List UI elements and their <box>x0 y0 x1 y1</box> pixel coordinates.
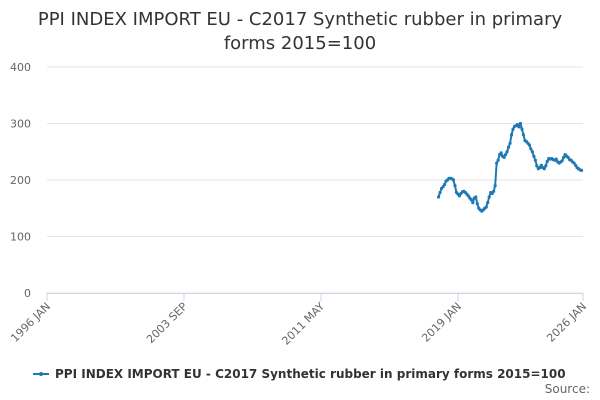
point <box>495 161 499 165</box>
point <box>572 161 576 165</box>
point <box>505 150 509 154</box>
point <box>554 157 558 161</box>
point <box>545 159 549 163</box>
y-tick-label: 300 <box>10 118 31 131</box>
y-tick-label: 400 <box>10 61 31 74</box>
point <box>520 127 524 131</box>
point <box>560 159 564 163</box>
point <box>474 195 478 199</box>
point <box>530 150 534 154</box>
point <box>438 190 442 195</box>
legend-marker <box>39 372 43 376</box>
x-tick-label: 2026 JAN <box>544 300 589 345</box>
point <box>471 201 475 205</box>
point <box>436 195 441 199</box>
point <box>509 133 514 137</box>
legend-label: PPI INDEX IMPORT EU - C2017 Synthetic ru… <box>55 367 566 381</box>
point <box>487 195 491 199</box>
point <box>441 185 445 189</box>
point <box>527 143 532 147</box>
y-tick-label: 100 <box>10 231 31 244</box>
point <box>503 152 508 157</box>
y-tick-label: 200 <box>10 174 31 187</box>
point <box>539 163 543 167</box>
y-tick-label: 0 <box>24 287 31 300</box>
point <box>493 184 497 188</box>
point <box>566 155 570 159</box>
point <box>542 167 546 171</box>
point <box>457 194 462 198</box>
point <box>499 151 503 155</box>
point <box>466 194 470 198</box>
x-tick-label: 2003 SEP <box>144 300 190 346</box>
point <box>518 121 523 126</box>
point <box>506 145 511 149</box>
point <box>492 189 496 193</box>
point <box>469 198 473 202</box>
point <box>517 125 521 129</box>
point <box>521 133 526 137</box>
chart-title: PPI INDEX IMPORT EU - C2017 Synthetic ru… <box>37 9 563 54</box>
point <box>484 205 488 209</box>
point <box>496 158 500 162</box>
point <box>544 164 548 168</box>
point <box>538 165 542 170</box>
point <box>508 141 512 145</box>
point <box>533 158 537 162</box>
point <box>502 155 506 159</box>
point <box>573 163 578 167</box>
source: Source: <box>545 382 590 396</box>
x-tick-label: 1996 JAN <box>8 300 53 345</box>
point <box>515 123 520 127</box>
point <box>529 147 533 151</box>
point <box>486 201 490 205</box>
point <box>442 182 447 187</box>
point <box>579 168 584 172</box>
legend-item: PPI INDEX IMPORT EU - C2017 Synthetic ru… <box>33 367 566 381</box>
point <box>453 184 457 188</box>
point <box>475 202 479 206</box>
x-tick-label: 2019 JAN <box>419 300 464 345</box>
point <box>532 154 536 158</box>
point <box>490 191 494 196</box>
point <box>451 178 456 182</box>
point <box>535 164 539 168</box>
point <box>511 127 515 131</box>
series-line <box>437 122 582 213</box>
x-tick-label: 2011 MAY <box>279 300 327 348</box>
point <box>562 155 566 159</box>
